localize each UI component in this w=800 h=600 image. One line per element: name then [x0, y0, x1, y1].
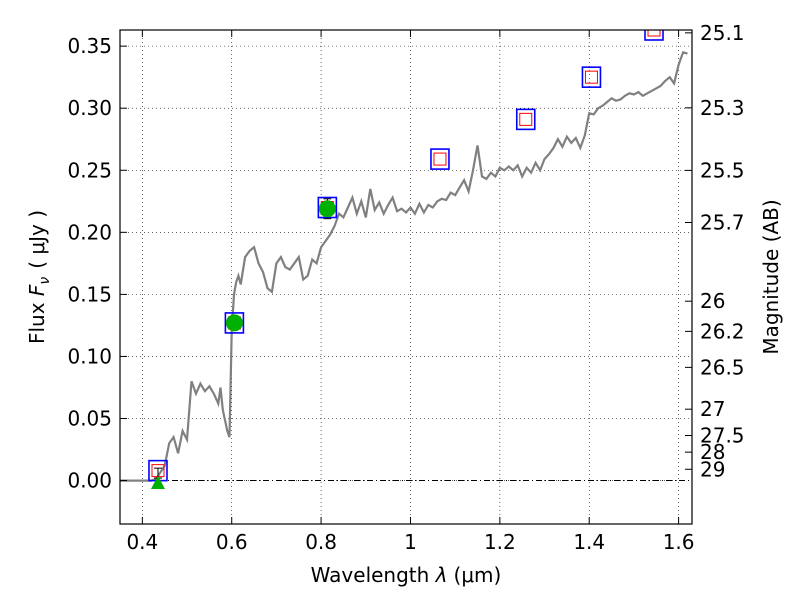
- y-tick-label: 0.20: [67, 220, 112, 244]
- x-tick-label: 1: [404, 530, 417, 554]
- model-photometry-box: [644, 30, 664, 41]
- y-axis-title: Flux Fν( μJy ): [25, 210, 53, 344]
- x-axis-title: Wavelength λ (μm): [311, 563, 502, 587]
- mag-tick-label: 26.5: [700, 355, 745, 379]
- mag-tick-label: 25.5: [700, 158, 745, 182]
- y-tick-label: 0.15: [67, 282, 112, 306]
- detection-point: [225, 314, 243, 332]
- grid-lines: [120, 30, 692, 524]
- y2-axis-title: Magnitude (AB): [759, 199, 783, 354]
- model-photometry-square: [647, 30, 661, 37]
- y-tick-label: 0.10: [67, 344, 112, 368]
- mag-tick-label: 25.3: [700, 96, 745, 120]
- y-tick-label: 0.35: [67, 34, 112, 58]
- detection-point: [318, 200, 336, 218]
- x-tick-label: 1.6: [663, 530, 695, 554]
- x-tick-label: 0.4: [126, 530, 158, 554]
- x-tick-label: 0.6: [216, 530, 248, 554]
- model-photometry-box: [430, 148, 450, 170]
- model-photometry-square: [433, 152, 447, 166]
- mag-tick-label: 28: [700, 440, 725, 464]
- x-tick-label: 1.2: [484, 530, 516, 554]
- model-photometry-square: [584, 70, 598, 84]
- y-tick-label: 0.05: [67, 406, 112, 430]
- model-photometry-box: [224, 312, 245, 334]
- mag-tick-label: 26.2: [700, 319, 745, 343]
- mag-tick-label: 27: [700, 397, 725, 421]
- model-photometry-square: [519, 112, 533, 126]
- axis-ticks: 0.4 0.6 0.8 1 1.2 1.4 1.6 0.00 0.05 0.10 0.15 0.20 0…: [67, 21, 744, 554]
- model-sed-line: [120, 50, 688, 482]
- mag-tick-label: 27.5: [700, 424, 745, 448]
- mag-tick-label: 25.1: [700, 21, 745, 45]
- mag-tick-label: 29: [700, 457, 725, 481]
- model-photometry-box: [581, 66, 602, 88]
- mag-tick-label: 25.7: [700, 211, 745, 235]
- y-tick-label: 0.25: [67, 158, 112, 182]
- upper-limit-marker: [150, 476, 165, 490]
- y-tick-label: 0.00: [67, 469, 112, 493]
- y-tick-label: 0.30: [67, 96, 112, 120]
- mag-tick-label: 26: [700, 289, 725, 313]
- x-tick-label: 0.8: [305, 530, 337, 554]
- plot-frame: [119, 29, 693, 525]
- photometry-marks: [148, 30, 664, 490]
- x-tick-label: 1.4: [573, 530, 605, 554]
- model-photometry-box: [515, 108, 536, 131]
